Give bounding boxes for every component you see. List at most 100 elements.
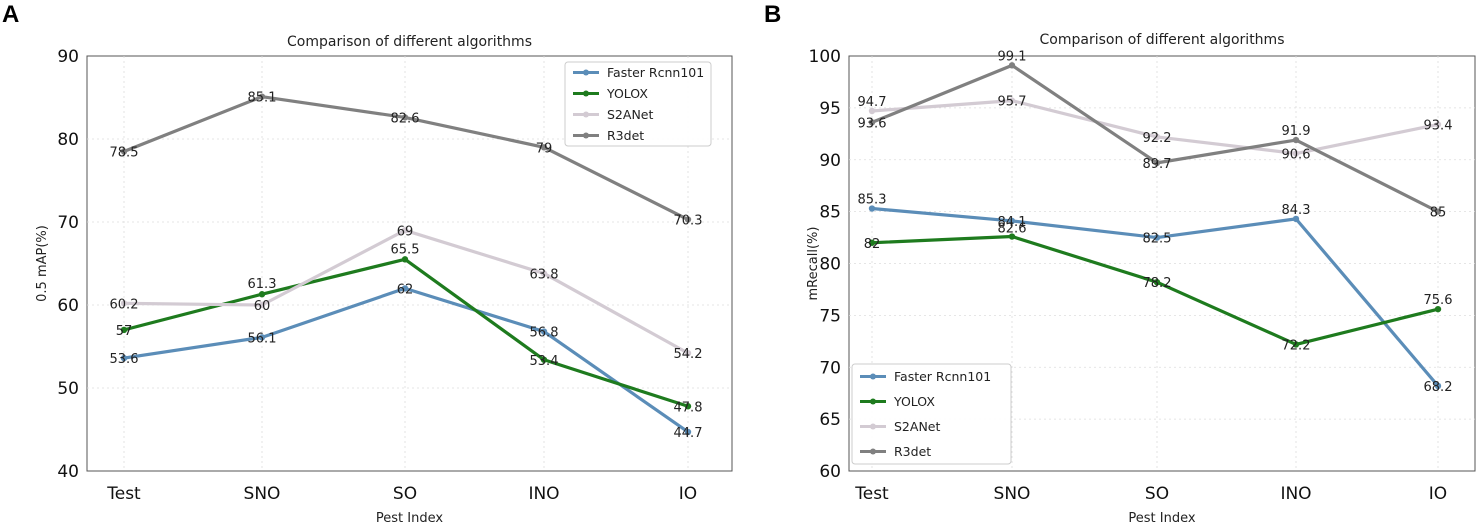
x-tick-label: IO <box>1429 484 1447 504</box>
data-label: 78.5 <box>110 145 139 160</box>
data-point <box>868 205 876 212</box>
legend: Faster Rcnn101 YOLOX S2ANet R3det <box>851 363 1012 465</box>
data-label: 65.5 <box>391 242 420 257</box>
y-tick-label: 80 <box>57 130 79 150</box>
y-tick-label: 85 <box>819 203 841 223</box>
legend-box <box>564 61 712 147</box>
y-axis-label: 0.5 mAP(%) <box>35 225 50 302</box>
data-label: 60.2 <box>110 297 139 312</box>
y-tick-label: 90 <box>819 151 841 171</box>
data-label: 70.3 <box>674 214 703 229</box>
data-point <box>120 326 128 334</box>
data-label: 95.7 <box>998 95 1027 110</box>
legend-marker <box>870 373 876 380</box>
legend-label: Faster Rcnn101 <box>607 65 704 80</box>
panel-letter: B <box>764 1 781 28</box>
data-point <box>684 216 692 223</box>
data-point <box>1153 234 1161 241</box>
series-line-yolox <box>123 257 689 408</box>
data-point <box>258 334 266 341</box>
y-tick-label: 60 <box>57 296 79 316</box>
plot-area <box>86 55 733 472</box>
y-tick-label: 50 <box>57 379 79 399</box>
data-label: 44.7 <box>674 426 703 441</box>
data-label: 47.8 <box>674 400 703 415</box>
legend-label: Faster Rcnn101 <box>894 369 991 384</box>
data-label: 90.6 <box>1282 148 1311 163</box>
data-point <box>120 354 128 362</box>
data-point <box>1153 133 1161 141</box>
y-tick-label: 65 <box>819 410 841 430</box>
x-tick-label: IO <box>679 484 697 504</box>
y-tick-label: 100 <box>809 47 841 67</box>
data-point <box>684 428 692 436</box>
data-label: 75.6 <box>1424 293 1453 308</box>
data-point <box>1292 215 1300 223</box>
legend-marker <box>583 132 589 139</box>
data-point <box>120 148 128 155</box>
y-tick-label: 80 <box>819 255 841 275</box>
legend-marker <box>583 69 589 76</box>
data-label: 78.2 <box>1143 276 1172 291</box>
data-point <box>540 328 548 335</box>
legend-label: YOLOX <box>606 86 648 101</box>
data-label: 69 <box>397 224 414 239</box>
data-point <box>1008 62 1016 69</box>
data-point <box>868 239 876 246</box>
legend-label: R3det <box>894 444 931 459</box>
data-point <box>120 300 128 307</box>
x-tick-label: INO <box>528 484 559 504</box>
data-point <box>1434 305 1442 313</box>
data-label: 85 <box>1430 206 1447 221</box>
data-label: 53.6 <box>110 352 139 367</box>
data-label: 92.2 <box>1143 131 1172 146</box>
data-label: 89.7 <box>1143 157 1172 172</box>
data-point <box>540 270 548 277</box>
chart-title: Comparison of different algorithms <box>1040 32 1285 48</box>
data-label: 57 <box>116 324 133 339</box>
data-point <box>1292 150 1300 157</box>
data-point <box>1292 341 1300 348</box>
data-label: 84.1 <box>998 215 1027 230</box>
data-point <box>540 144 548 151</box>
data-point <box>258 291 266 298</box>
legend-label: S2ANet <box>894 419 940 434</box>
y-tick-label: 70 <box>57 213 79 233</box>
data-label: 99.1 <box>998 49 1027 64</box>
data-label: 93.6 <box>858 116 887 131</box>
data-point <box>401 256 409 263</box>
data-point <box>1434 382 1442 390</box>
x-axis-label: Pest Index <box>376 511 443 526</box>
y-tick-label: 70 <box>819 358 841 378</box>
legend-marker <box>583 111 589 118</box>
y-tick-label: 75 <box>819 306 841 326</box>
data-point <box>1153 278 1161 286</box>
x-tick-label: SO <box>1145 484 1169 504</box>
data-point <box>401 285 409 292</box>
data-point <box>868 119 876 126</box>
data-label: 93.4 <box>1424 118 1453 133</box>
data-point <box>258 301 266 309</box>
x-tick-label: SNO <box>994 484 1031 504</box>
data-label: 56.8 <box>530 326 559 341</box>
data-label: 82.6 <box>998 222 1027 237</box>
data-label: 54.2 <box>674 347 703 362</box>
data-label: 53.4 <box>530 354 559 369</box>
legend: Faster Rcnn101 YOLOX S2ANet R3det <box>564 61 712 147</box>
data-point <box>1292 136 1300 144</box>
y-tick-label: 95 <box>819 99 841 119</box>
data-point <box>1434 208 1442 215</box>
legend-marker <box>870 398 876 405</box>
y-axis-label: mRecall(%) <box>806 227 821 301</box>
data-label: 82.5 <box>1143 232 1172 247</box>
data-point <box>1008 97 1016 104</box>
x-tick-label: SO <box>393 484 417 504</box>
legend-marker <box>583 90 589 97</box>
data-label: 94.7 <box>858 95 887 110</box>
legend-label: YOLOX <box>893 394 935 409</box>
data-point <box>1153 159 1161 167</box>
y-tick-label: 90 <box>57 47 79 67</box>
data-point <box>868 107 876 115</box>
data-label: 68.2 <box>1424 380 1453 395</box>
